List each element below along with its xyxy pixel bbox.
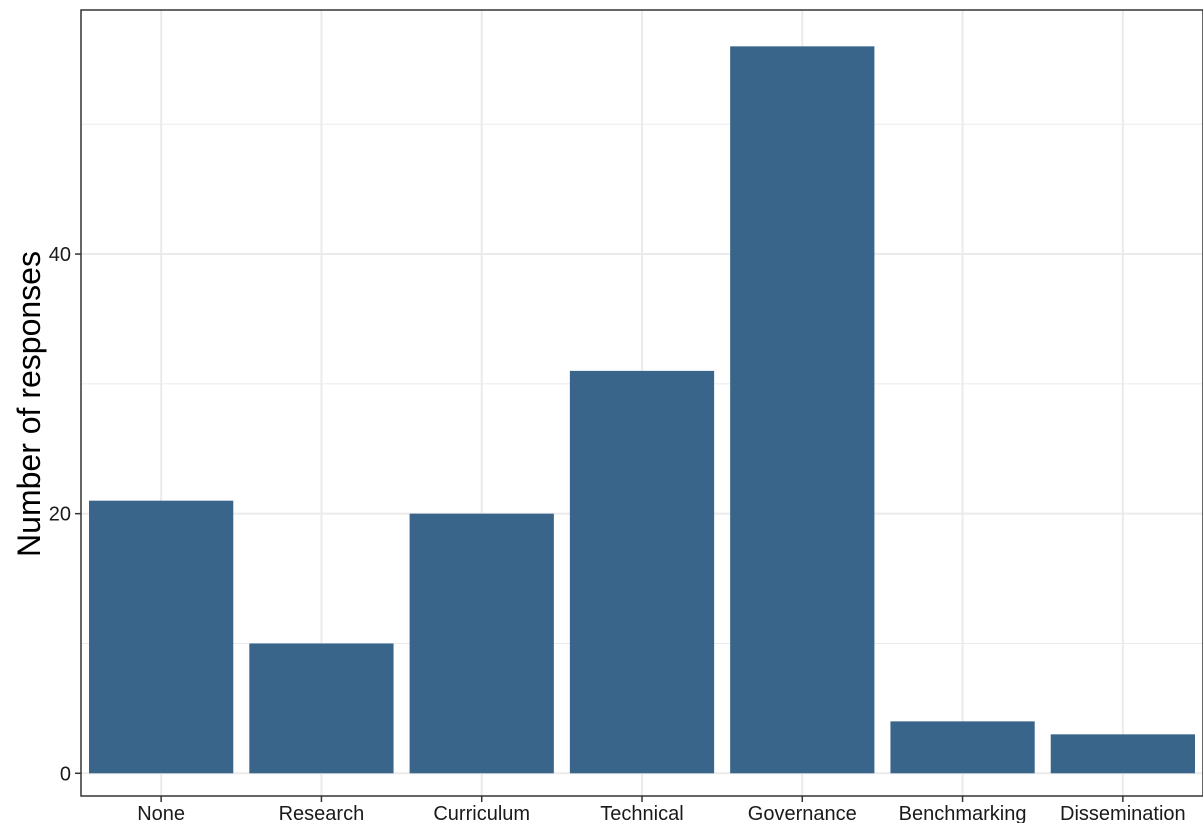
bar-research: [249, 643, 394, 774]
bar-curriculum: [409, 513, 554, 774]
x-tick-label-curriculum: Curriculum: [433, 803, 530, 823]
bar-governance: [730, 46, 875, 774]
axes: 0 20 40 None Research Curriculum Technical Gove…: [49, 244, 1186, 823]
y-tick-label: 40: [49, 244, 71, 266]
bar-technical: [569, 370, 715, 774]
y-tick-label: 20: [49, 504, 71, 526]
x-tick-label-governance: Governance: [748, 803, 857, 823]
bar-benchmarking: [890, 721, 1035, 774]
x-tick-label-technical: Technical: [600, 803, 683, 823]
x-tick-label-benchmarking: Benchmarking: [899, 803, 1027, 823]
bar-none: [89, 500, 234, 774]
bar-dissemination: [1050, 734, 1195, 774]
x-tick-label-dissemination: Dissemination: [1060, 803, 1186, 823]
x-tick-label-research: Research: [279, 803, 365, 823]
y-axis-title: Number of responses: [11, 251, 47, 557]
y-tick-label: 0: [60, 763, 71, 785]
x-tick-label-none: None: [137, 803, 185, 823]
bars: [89, 46, 1195, 774]
